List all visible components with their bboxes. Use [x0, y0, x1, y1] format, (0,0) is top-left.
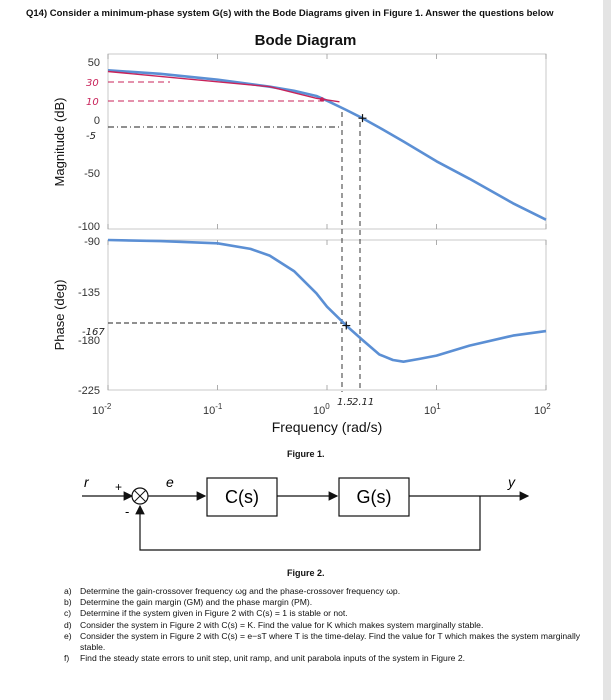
phase-tick-minus180: -180	[78, 335, 100, 347]
phase-ylabel: Phase (deg)	[52, 280, 67, 351]
phase-curve	[107, 238, 547, 364]
sum-cross-2	[133, 489, 147, 503]
question-label: f)	[64, 653, 70, 664]
hand-minus167: -167	[82, 327, 105, 338]
question-text: Find the steady state errors to unit ste…	[80, 653, 466, 664]
hand-10: 10	[86, 97, 99, 108]
question-text: Determine if the system given in Figure …	[80, 608, 348, 619]
question-label: d)	[64, 619, 72, 630]
bode-title: Bode Diagram	[254, 32, 357, 49]
phase-marker	[342, 321, 351, 330]
sum-plus: +	[115, 480, 122, 494]
phase-tick-minus225: -225	[78, 385, 100, 397]
magnitude-panel	[107, 53, 547, 230]
question-a: a) Determine the gain-crossover frequenc…	[64, 586, 584, 597]
question-header: Q14) Consider a minimum-phase system G(s…	[26, 8, 554, 19]
mag-tick-minus50: -50	[84, 168, 100, 180]
block-c-label: C(s)	[225, 487, 259, 507]
question-text: Determine the gain margin (GM) and the p…	[80, 597, 313, 608]
phase-tick-minus90: -90	[84, 236, 100, 248]
phase-tick-minus135: -135	[78, 287, 100, 299]
question-label: b)	[64, 597, 72, 608]
x-tick-10: 101	[424, 402, 441, 417]
block-diagram: r + - e C(s) G(s) y	[82, 474, 530, 551]
block-c	[206, 477, 278, 517]
x-axis-label: Frequency (rad/s)	[272, 419, 382, 435]
question-d: d) Consider the system in Figure 2 with …	[64, 620, 584, 631]
hand-drawn-asymptote	[107, 70, 340, 103]
magnitude-ylabel: Magnitude (dB)	[52, 98, 67, 187]
question-text: Determine the gain-crossover frequency ω…	[80, 586, 401, 596]
curves	[107, 69, 547, 364]
mag-tick-50: 50	[88, 57, 100, 69]
hand-1.5: 1.5	[337, 397, 353, 408]
gain-crossover-marker	[358, 114, 367, 123]
x-tick-1: 100	[313, 402, 330, 417]
mag-tick-0: 0	[94, 115, 100, 127]
magnitude-curve	[107, 69, 547, 221]
question-label: a)	[64, 586, 72, 596]
hand-drawn-dot	[319, 97, 325, 102]
sum-minus: -	[125, 504, 129, 519]
question-label: c)	[64, 608, 72, 619]
feedback-path	[135, 496, 481, 551]
block-g-label: G(s)	[357, 487, 392, 507]
hand-minus5: -5	[86, 131, 96, 142]
bode-diagram: 50 0 -50 -100 -90 -135 -180 -225 Magnitu…	[52, 53, 551, 435]
question-f: f) Find the steady state errors to unit …	[64, 653, 584, 664]
question-c: c) Determine if the system given in Figu…	[64, 608, 584, 619]
x-tick-0.1: 10-1	[203, 402, 223, 417]
question-b: b) Determine the gain margin (GM) and th…	[64, 597, 584, 608]
question-e: e) Consider the system in Figure 2 with …	[64, 631, 584, 653]
hand-30: 30	[86, 78, 99, 89]
mag-tick-minus100: -100	[78, 221, 100, 233]
phase-panel	[107, 239, 547, 391]
x-tick-0.01: 10-2	[92, 402, 112, 417]
question-text: Consider the system in Figure 2 with C(s…	[80, 630, 581, 653]
signal-r: r	[84, 474, 90, 490]
question-list: a) Determine the gain-crossover frequenc…	[64, 586, 584, 664]
hand-2.11: 2.11	[352, 397, 374, 408]
x-tick-100: 102	[534, 402, 551, 417]
page-edge-shadow	[603, 0, 611, 700]
question-text: Consider the system in Figure 2 with C(s…	[80, 619, 484, 630]
signal-y: y	[507, 474, 516, 490]
question-label: e)	[64, 630, 72, 641]
signal-e: e	[166, 474, 174, 490]
figure1-caption: Figure 1.	[287, 449, 325, 459]
block-g	[338, 477, 410, 517]
figure2-caption: Figure 2.	[287, 568, 325, 578]
